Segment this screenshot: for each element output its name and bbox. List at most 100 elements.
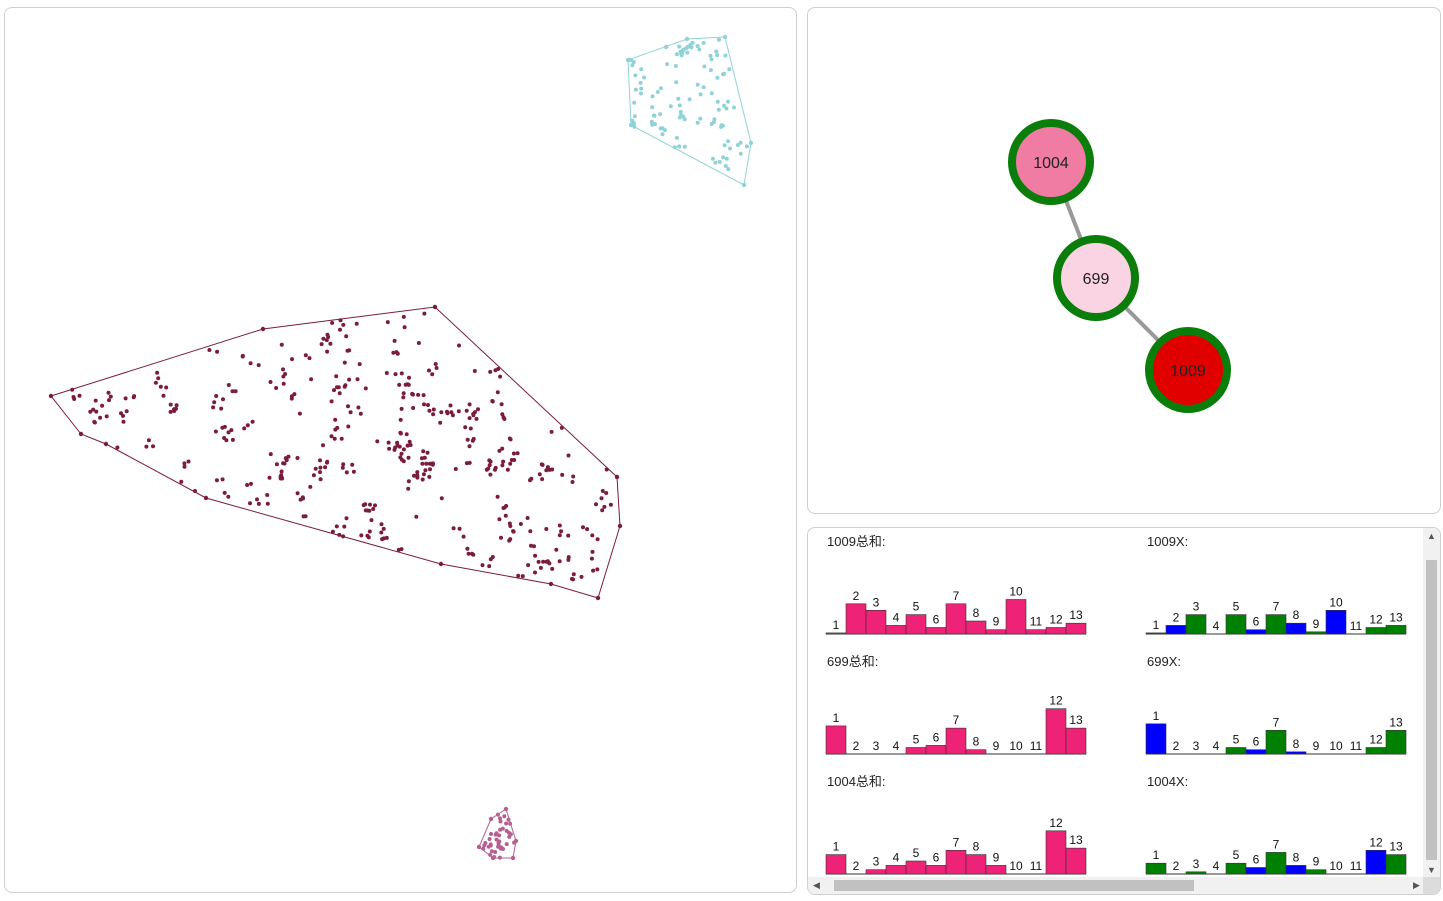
- histogram-bar: [1145, 862, 1167, 875]
- histogram-bar: [925, 745, 947, 755]
- histogram-bar: [1265, 852, 1287, 875]
- scatter-point: [268, 380, 273, 384]
- scatter-point: [363, 502, 368, 507]
- cluster-pink: [476, 806, 519, 861]
- bar-label: 10: [1329, 595, 1343, 609]
- scroll-left-icon[interactable]: ◀: [813, 880, 820, 890]
- scatter-point: [153, 380, 158, 385]
- node-circle[interactable]: [1145, 327, 1231, 413]
- node-link-graph[interactable]: 1004 699 1009: [808, 8, 1441, 514]
- scatter-point: [508, 461, 513, 466]
- scroll-down-icon[interactable]: ▼: [1427, 865, 1436, 875]
- scatter-point: [425, 450, 430, 455]
- scroll-up-icon[interactable]: ▲: [1427, 531, 1436, 541]
- scatter-panel[interactable]: [4, 7, 797, 893]
- scatter-point: [222, 490, 227, 495]
- node-circle[interactable]: [1008, 119, 1094, 205]
- vertical-scroll-thumb[interactable]: [1426, 560, 1437, 860]
- graph-node-1009[interactable]: 1009: [1145, 327, 1231, 413]
- scatter-point: [595, 567, 600, 572]
- scatter-point: [359, 533, 364, 538]
- scatter-point: [321, 336, 326, 341]
- scatter-point: [407, 439, 412, 444]
- scatter-point: [104, 414, 109, 419]
- scatter-point: [274, 386, 279, 390]
- scatter-point: [330, 320, 335, 325]
- scatter-point: [401, 314, 406, 319]
- scatter-point: [340, 465, 345, 470]
- cluster-scatter-plot[interactable]: [5, 8, 797, 893]
- horizontal-scrollbar[interactable]: ◀ ▶: [808, 877, 1425, 894]
- scatter-point: [144, 444, 149, 449]
- scatter-point: [91, 407, 96, 412]
- bar-label: 13: [1069, 713, 1083, 727]
- scatter-point: [497, 448, 502, 453]
- bar-label: 3: [873, 739, 880, 753]
- scatter-point: [715, 75, 720, 80]
- scatter-point: [488, 369, 493, 374]
- scatter-point: [430, 372, 435, 377]
- scatter-point: [668, 104, 673, 109]
- scatter-point: [695, 44, 700, 49]
- scatter-point: [186, 459, 191, 464]
- scatter-point: [664, 44, 669, 49]
- bar-label: 3: [1193, 739, 1200, 753]
- bar-label: 1: [833, 711, 840, 725]
- bar-label: 10: [1329, 739, 1343, 753]
- histogram-title: 1009X:: [1147, 534, 1188, 549]
- scatter-point: [356, 405, 361, 410]
- histogram-bar: [1225, 747, 1247, 755]
- scatter-point: [375, 439, 380, 444]
- node-circle[interactable]: [1053, 235, 1139, 321]
- scatter-point: [387, 446, 392, 451]
- scatter-point: [229, 428, 234, 433]
- bar-label: 6: [1253, 615, 1260, 629]
- scatter-point: [325, 349, 330, 354]
- scatter-point: [371, 507, 376, 511]
- bar-label: 10: [1009, 739, 1023, 753]
- scatter-point: [658, 112, 663, 117]
- scatter-point: [497, 517, 502, 522]
- scatter-point: [281, 367, 285, 372]
- scatter-point: [526, 563, 531, 568]
- scatter-point: [744, 144, 749, 149]
- scatter-point: [283, 372, 288, 376]
- scatter-point: [631, 60, 636, 65]
- scatter-point: [682, 144, 687, 149]
- scatter-point: [471, 436, 476, 441]
- scatter-point: [416, 392, 421, 397]
- scatter-point: [193, 489, 197, 493]
- scatter-point: [511, 529, 516, 534]
- bar-label: 4: [1213, 739, 1220, 753]
- scatter-point: [709, 91, 714, 96]
- bar-label: 7: [1273, 715, 1280, 729]
- bar-label: 9: [993, 850, 1000, 864]
- scatter-point: [498, 816, 502, 821]
- hull-point: [748, 140, 754, 146]
- scatter-point: [323, 465, 328, 470]
- graph-node-1004[interactable]: 1004: [1008, 119, 1094, 205]
- bar-label: 13: [1389, 715, 1403, 729]
- node-graph-panel[interactable]: 1004 699 1009: [807, 7, 1441, 514]
- scatter-point: [516, 573, 521, 578]
- scatter-point: [164, 385, 169, 390]
- scatter-point: [292, 392, 297, 397]
- scroll-right-icon[interactable]: ▶: [1413, 880, 1420, 890]
- scatter-point: [399, 406, 404, 411]
- bar-label: 4: [1213, 859, 1220, 873]
- scatter-point: [426, 403, 430, 407]
- horizontal-scroll-thumb[interactable]: [834, 880, 1194, 891]
- bar-label: 11: [1350, 739, 1363, 753]
- scatter-point: [419, 456, 424, 461]
- scatter-point: [500, 826, 505, 831]
- graph-node-699[interactable]: 699: [1053, 235, 1139, 321]
- scatter-point: [328, 341, 333, 346]
- bar-label: 3: [1193, 857, 1200, 871]
- bar-label: 4: [893, 739, 900, 753]
- scatter-point: [279, 342, 284, 347]
- scatter-point: [70, 387, 75, 392]
- scatter-point: [678, 109, 683, 114]
- vertical-scrollbar[interactable]: ▲ ▼: [1423, 528, 1440, 879]
- histogram-panel: 1009总和: 1 2 3 4 5 6 7 8 9 10 11 12 13 1009X: 1 2 3 4 5 6 7 8 9 1…: [807, 527, 1441, 895]
